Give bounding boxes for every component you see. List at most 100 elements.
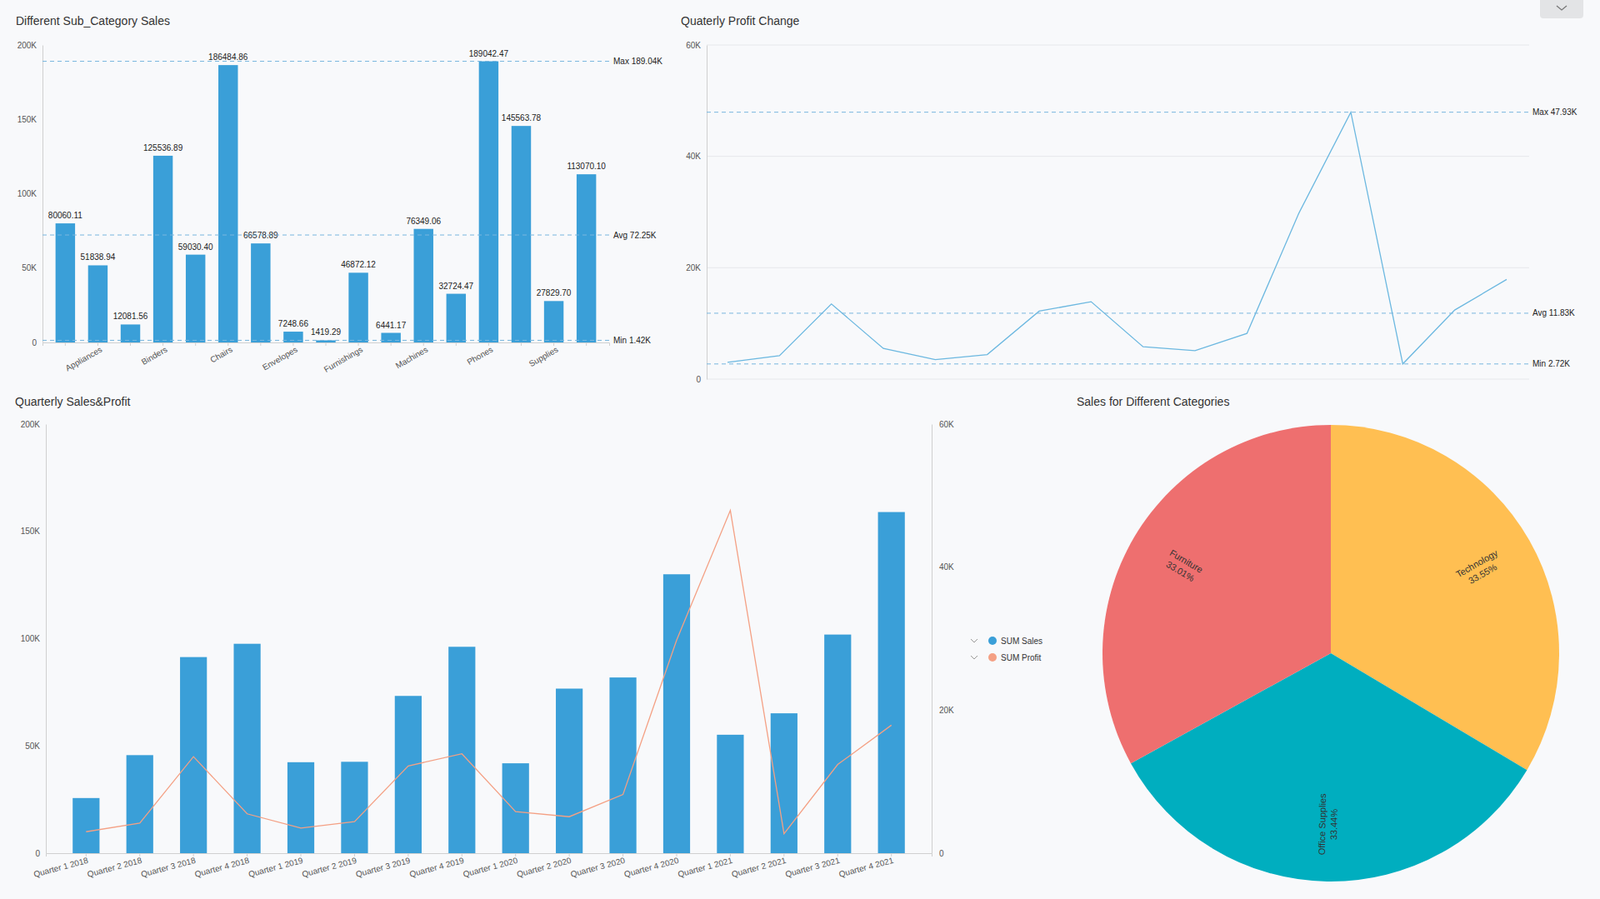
tick-label: Binders	[140, 345, 170, 367]
tick: 0	[931, 849, 945, 859]
bar	[233, 644, 260, 854]
grid-line	[706, 155, 1530, 157]
reference-label: Min 1.42K	[613, 335, 651, 345]
reference-lines: Max 189.04K Avg 72.25K Min 1.42K	[42, 56, 663, 345]
tick-label: Quarter 2 2019	[300, 855, 358, 880]
tick-label: Quarter 4 2019	[408, 855, 465, 880]
menu-button-bg[interactable]	[1540, 0, 1584, 19]
bar	[716, 735, 744, 854]
data-label: 80060.11	[48, 210, 83, 220]
data-label: 145563.78	[501, 113, 542, 123]
chart-title: Quaterly Profit Change	[680, 14, 800, 28]
tick: Binders	[140, 342, 170, 367]
dashboard: Different Sub_Category Sales050K100K150K…	[0, 0, 1600, 899]
tick: Quarter 4 2019	[408, 853, 465, 880]
tick	[65, 342, 66, 346]
slice-value: 33.55%	[1466, 561, 1500, 586]
dashboard-canvas: Different Sub_Category Sales050K100K150K…	[0, 0, 1600, 899]
axis-line	[46, 854, 933, 858]
bar	[180, 657, 207, 854]
tick-label: 200K	[20, 420, 41, 430]
tick: 100K	[20, 634, 46, 644]
tick-label: 100K	[17, 189, 38, 199]
tick-label: Quarter 2 2018	[86, 855, 144, 880]
reference-label: Avg 72.25K	[613, 230, 657, 240]
axis-line	[42, 45, 44, 344]
chart-title: Sales for Different Categories	[1076, 395, 1230, 409]
tick-label: 0	[695, 375, 701, 385]
bar	[120, 324, 140, 343]
bar	[609, 677, 636, 854]
legend-label[interactable]: SUM Profit	[1000, 653, 1042, 663]
bar	[395, 695, 422, 854]
reference-label: Max 189.04K	[613, 56, 663, 66]
tick: 150K	[17, 115, 43, 125]
grid-line	[706, 45, 1530, 46]
menu-button[interactable]	[1540, 0, 1584, 19]
legend-toggle[interactable]	[970, 655, 978, 660]
chart-1: Quaterly Profit Change 0 20K 40K 60K Max 47.9…	[680, 14, 1578, 385]
tick-label: 0	[35, 849, 40, 859]
bar	[218, 65, 238, 343]
tick-label: Envelopes	[260, 345, 300, 373]
tick-label: 20K	[685, 263, 701, 273]
y-axis: 050K100K150K200K	[17, 40, 44, 348]
tick-mark	[455, 342, 457, 346]
grid-line	[706, 379, 1530, 380]
data-label: 66578.89	[243, 230, 279, 240]
tick-label: Chairs	[208, 345, 235, 365]
tick-label: 40K	[685, 151, 701, 161]
data-label: 59030.40	[178, 242, 214, 252]
x-axis: AppliancesBindersChairsEnvelopesFurnishi…	[43, 342, 610, 375]
tick-mark	[520, 342, 522, 346]
tick: Quarter 4 2018	[193, 853, 250, 880]
tick: Envelopes	[260, 342, 300, 372]
bar	[126, 755, 154, 854]
tick	[260, 342, 261, 346]
tick: 100K	[17, 189, 43, 199]
tick: Chairs	[208, 342, 235, 365]
bar	[576, 174, 596, 343]
tick: 0	[31, 338, 43, 348]
data-label: 6441.17	[375, 320, 407, 330]
tick-label: 60K	[685, 40, 701, 50]
slice-label: Furniture33.01%	[1162, 547, 1205, 585]
tick-mark	[390, 342, 392, 346]
data-label: 51838.94	[80, 252, 116, 262]
tick-label: 50K	[25, 741, 40, 751]
tick: Quarter 2 2018	[86, 853, 144, 880]
legend: SUM Sales SUM Profit	[970, 636, 1043, 663]
chart-3: Sales for Different CategoriesTechnology…	[1076, 395, 1560, 882]
slice-label: Office Supplies33.44%	[1316, 793, 1340, 856]
tick	[390, 342, 392, 346]
y-axis: 050K100K150K200K	[20, 420, 47, 859]
tick: Quarter 2 2019	[300, 853, 358, 880]
slice-name: Office Supplies	[1316, 793, 1328, 855]
legend-toggle[interactable]	[970, 639, 978, 643]
y2-axis: 020K40K60K	[931, 420, 955, 859]
tick: 60K	[685, 40, 707, 50]
reference-label: Max 47.93K	[1532, 107, 1578, 117]
data-label: 12081.56	[113, 311, 149, 321]
tick: 50K	[25, 741, 46, 751]
legend-swatch	[988, 653, 997, 662]
menu-chevron[interactable]	[1556, 5, 1567, 10]
reference-line	[42, 235, 610, 236]
tick-label: 20K	[939, 705, 955, 715]
data-label: 76349.06	[405, 216, 441, 226]
tick-label: Quarter 1 2018	[32, 855, 90, 880]
tick: 0	[695, 375, 707, 385]
tick: Quarter 3 2020	[569, 853, 626, 880]
tick: 0	[35, 849, 46, 859]
tick: Quarter 4 2020	[623, 853, 680, 880]
data-label: 46872.12	[340, 260, 376, 270]
tick: Supplies	[527, 342, 560, 369]
bar	[479, 61, 499, 343]
line	[85, 510, 891, 835]
bar	[88, 265, 108, 343]
legend-label[interactable]: SUM Sales	[1000, 636, 1043, 646]
tick-label: 0	[31, 338, 37, 348]
bar	[340, 761, 368, 854]
tick: 60K	[931, 420, 955, 430]
tick-label: Appliances	[64, 345, 105, 374]
